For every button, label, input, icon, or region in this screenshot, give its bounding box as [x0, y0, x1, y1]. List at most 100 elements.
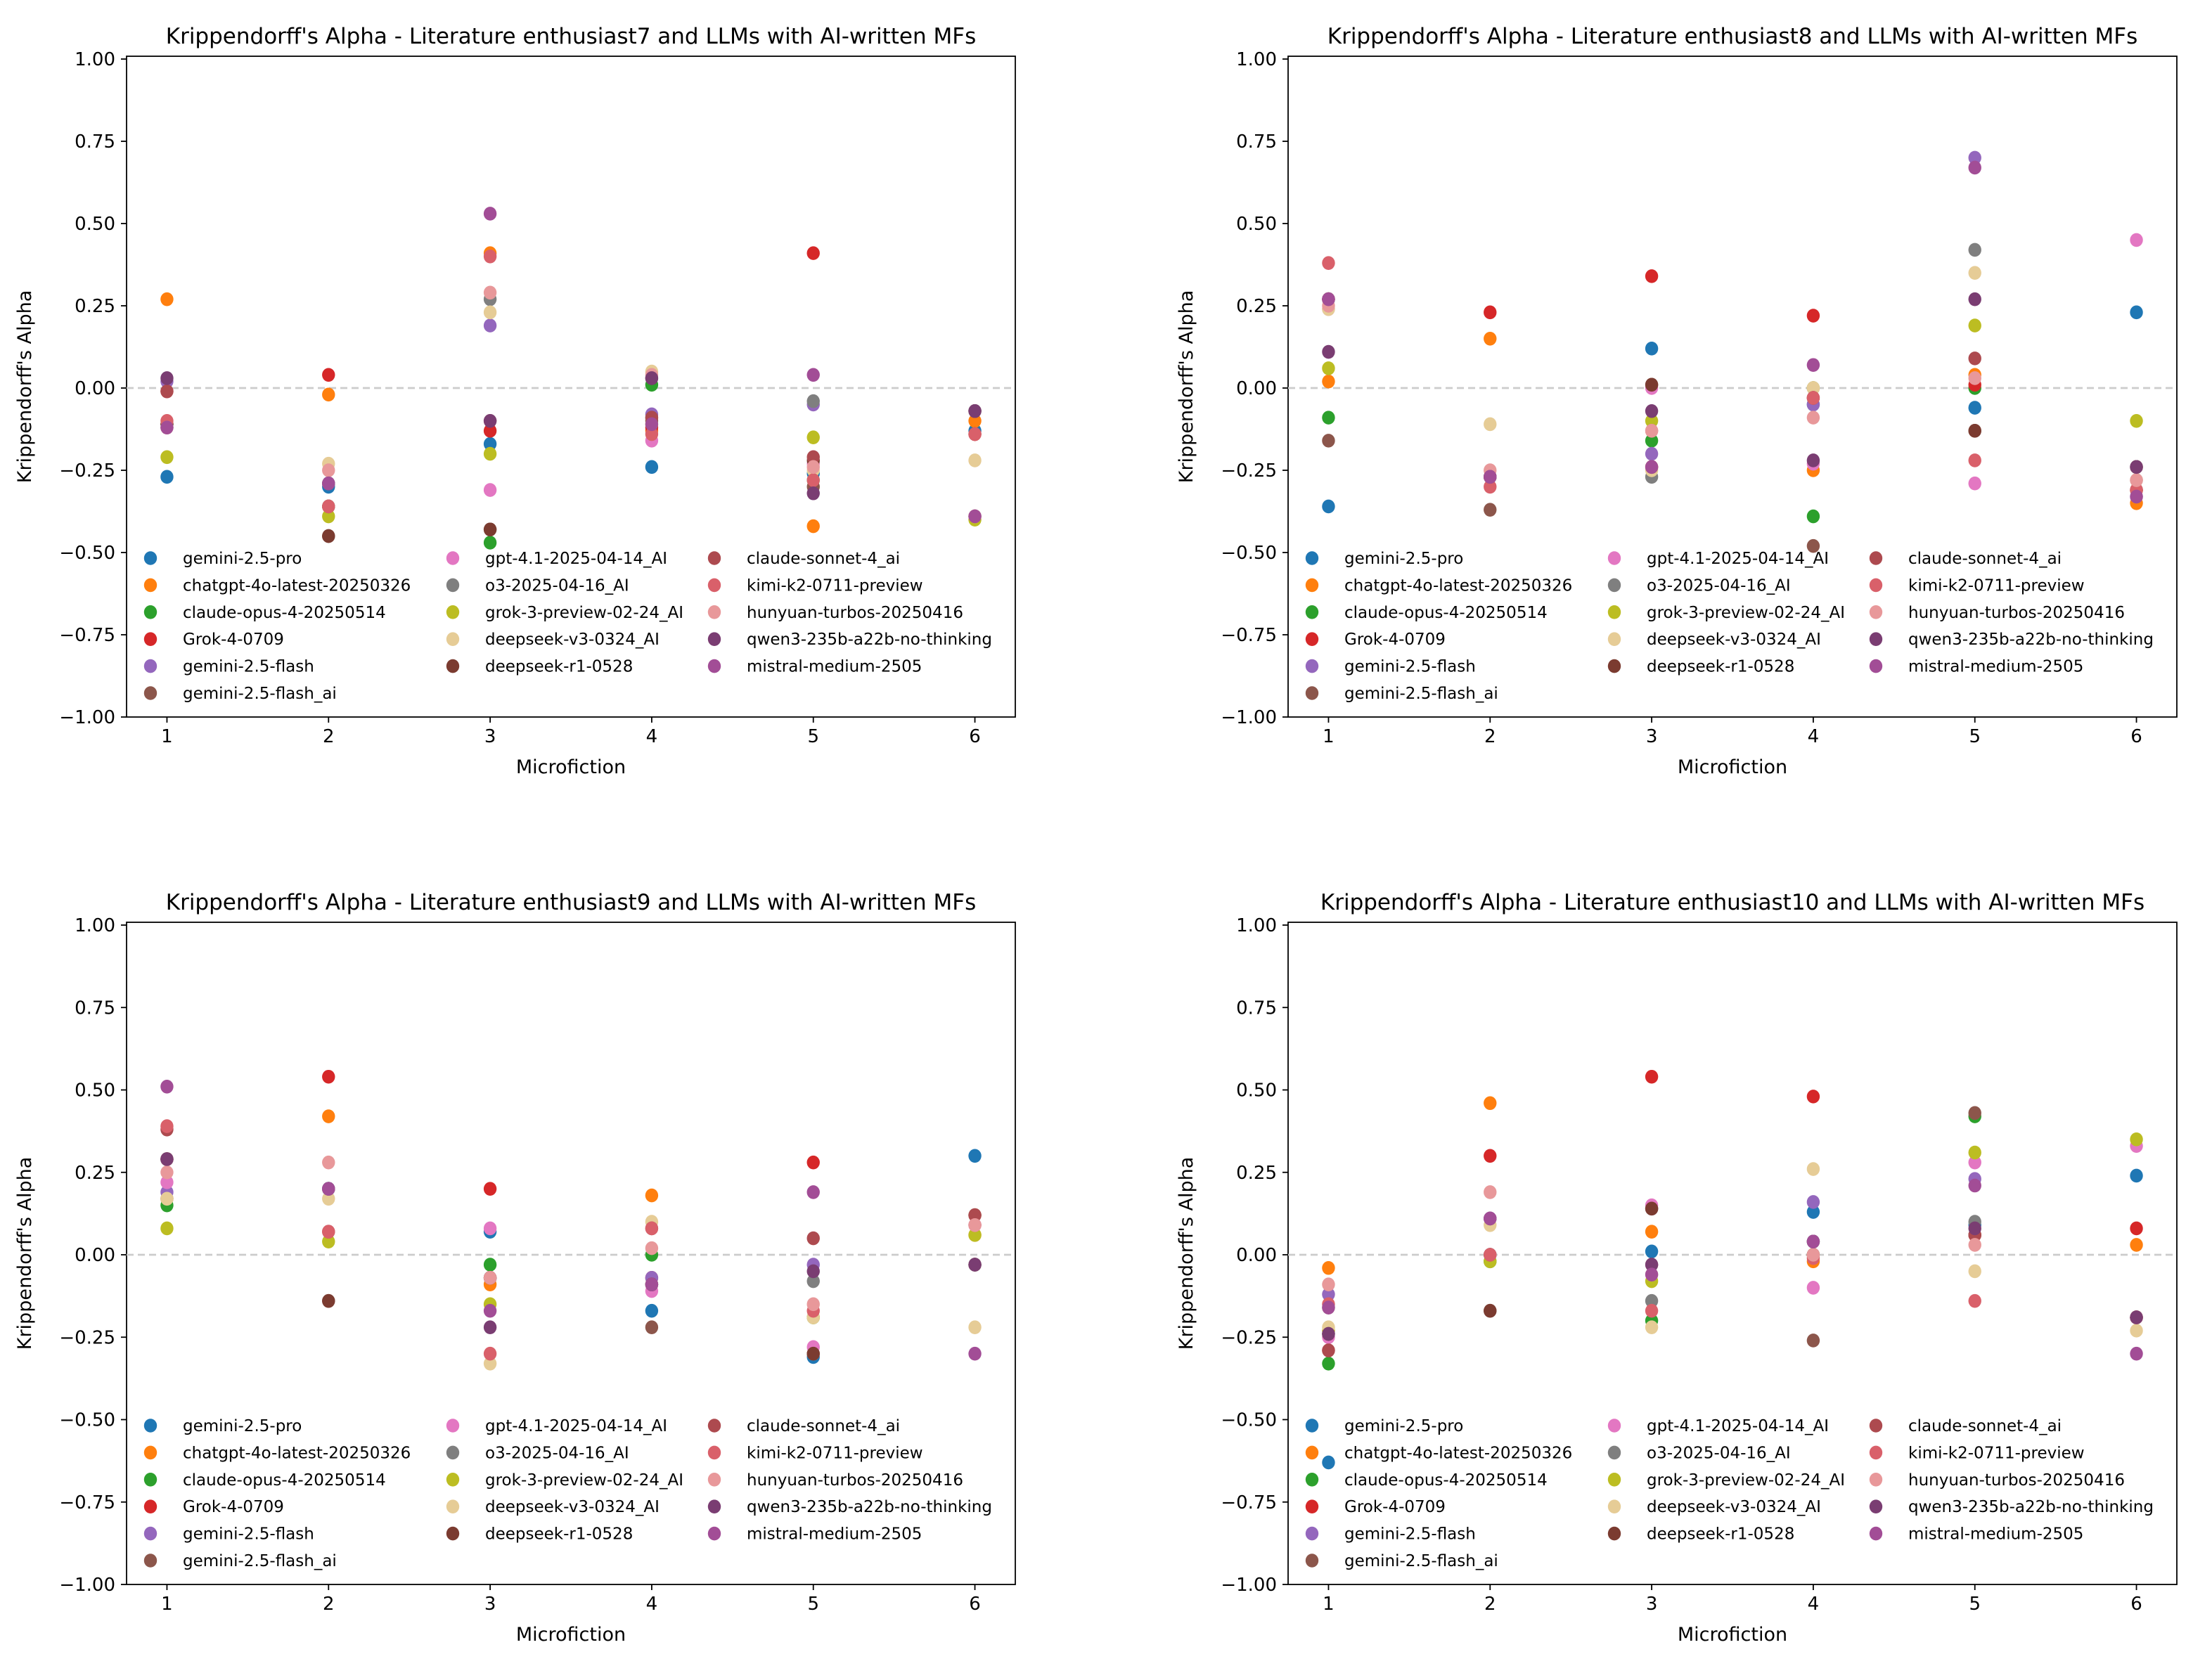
legend-marker-icon — [1869, 632, 1883, 646]
point-chatgpt-4o-latest-20250326-mf6 — [968, 414, 982, 428]
legend-marker-icon — [1869, 605, 1883, 619]
legend-label: chatgpt-4o-latest-20250326 — [1344, 1444, 1572, 1462]
legend-item: kimi-k2-0711-preview — [1869, 1444, 2085, 1462]
point-claude-opus-4-20250514-mf1 — [1322, 1356, 1335, 1371]
legend-label: mistral-medium-2505 — [1908, 1525, 2083, 1544]
x-axis-label: Microfiction — [516, 756, 626, 778]
legend-item: o3-2025-04-16_AI — [1607, 576, 1791, 595]
legend-item: chatgpt-4o-latest-20250326 — [143, 1444, 411, 1462]
x-tick-label: 3 — [1646, 726, 1658, 747]
x-tick-label: 2 — [323, 1594, 335, 1615]
point-mistral-medium-2505-mf5 — [1968, 1178, 1981, 1193]
legend-marker-icon — [1305, 1499, 1319, 1513]
legend-item: deepseek-v3-0324_AI — [1607, 1498, 1821, 1516]
legend-label: grok-3-preview-02-24_AI — [1647, 604, 1845, 622]
legend-marker-icon — [1869, 578, 1883, 593]
legend-label: o3-2025-04-16_AI — [485, 1444, 629, 1462]
point-deepseek-v3-0324-ai-mf3 — [483, 1356, 497, 1371]
legend-item: mistral-medium-2505 — [707, 1525, 922, 1544]
legend-marker-icon — [707, 1499, 721, 1513]
point-gemini-2-5-pro-mf3 — [1645, 342, 1659, 356]
point-qwen3-235b-a22b-no-thinking-mf5 — [806, 1264, 820, 1279]
legend-marker-icon — [1305, 578, 1319, 593]
point-claude-sonnet-4-ai-mf1 — [1322, 1343, 1335, 1357]
y-axis-label: Krippendorff's Alpha — [14, 1157, 36, 1350]
point-claude-sonnet-4-ai-mf5 — [1968, 351, 1981, 366]
point-gpt-4-1-2025-04-14-ai-mf1 — [160, 1175, 174, 1189]
legend-marker-icon — [1305, 1419, 1319, 1433]
point-qwen3-235b-a22b-no-thinking-mf6 — [2130, 460, 2143, 474]
point-deepseek-v3-0324-ai-mf4 — [1806, 381, 1820, 395]
legend-label: gemini-2.5-flash_ai — [1344, 1552, 1498, 1570]
point-o3-2025-04-16-ai-mf3 — [1645, 1293, 1659, 1308]
legend-label: o3-2025-04-16_AI — [1647, 576, 1791, 595]
point-claude-opus-4-20250514-mf3 — [483, 1258, 497, 1272]
point-hunyuan-turbos-20250416-mf4 — [645, 1241, 659, 1255]
legend-item: claude-sonnet-4_ai — [1869, 550, 2062, 568]
point-kimi-k2-0711-preview-mf3 — [483, 1346, 497, 1361]
y-tick-label: 1.00 — [1236, 915, 1277, 936]
legend-item: qwen3-235b-a22b-no-thinking — [1869, 1498, 2154, 1516]
point-chatgpt-4o-latest-20250326-mf2 — [1484, 332, 1497, 346]
legend-marker-icon — [707, 632, 721, 646]
legend-label: claude-opus-4-20250514 — [1344, 604, 1548, 622]
legend-item: grok-3-preview-02-24_AI — [446, 1471, 683, 1490]
data-points — [1322, 150, 2143, 553]
legend-marker-icon — [143, 1526, 157, 1541]
legend-label: qwen3-235b-a22b-no-thinking — [1908, 631, 2154, 649]
legend-item: deepseek-r1-0528 — [446, 658, 633, 676]
y-tick-label: −1.00 — [1221, 1575, 1277, 1596]
legend-marker-icon — [1305, 1554, 1319, 1568]
y-tick-label: −0.25 — [1221, 1327, 1277, 1348]
y-tick-label: −0.75 — [1221, 1492, 1277, 1513]
x-tick-label: 5 — [807, 1594, 819, 1615]
x-tick-label: 4 — [1808, 1594, 1820, 1615]
legend-marker-icon — [143, 1419, 157, 1433]
legend-marker-icon — [446, 632, 460, 646]
legend-item: gpt-4.1-2025-04-14_AI — [446, 550, 667, 568]
point-kimi-k2-0711-preview-mf2 — [1484, 1248, 1497, 1262]
y-tick-label: −0.25 — [1221, 460, 1277, 482]
legend-item: Grok-4-0709 — [1305, 631, 1446, 649]
legend-item: claude-opus-4-20250514 — [1305, 604, 1548, 622]
legend-label: grok-3-preview-02-24_AI — [485, 1471, 683, 1490]
point-grok-3-preview-02-24-ai-mf2 — [322, 509, 335, 524]
point-grok-4-0709-mf3 — [1645, 269, 1659, 283]
point-kimi-k2-0711-preview-mf2 — [322, 1225, 335, 1239]
legend-label: gemini-2.5-pro — [183, 1417, 302, 1435]
point-mistral-medium-2505-mf4 — [645, 1277, 659, 1292]
chart-title: Krippendorff's Alpha - Literature enthus… — [1327, 24, 2137, 49]
legend: gemini-2.5-pro chatgpt-4o-latest-20250326… — [1305, 550, 2154, 703]
legend-marker-icon — [1607, 1526, 1621, 1541]
point-gemini-2-5-pro-mf6 — [2130, 1168, 2143, 1183]
point-qwen3-235b-a22b-no-thinking-mf6 — [2130, 1310, 2143, 1324]
point-gemini-2-5-flash-ai-mf2 — [1484, 503, 1497, 517]
point-mistral-medium-2505-mf5 — [1968, 160, 1981, 175]
point-mistral-medium-2505-mf6 — [2130, 489, 2143, 504]
legend-label: chatgpt-4o-latest-20250326 — [183, 576, 411, 595]
legend-label: kimi-k2-0711-preview — [1908, 1444, 2085, 1462]
point-o3-2025-04-16-ai-mf5 — [1968, 243, 1981, 257]
point-gemini-2-5-flash-mf5 — [1968, 150, 1981, 165]
point-kimi-k2-0711-preview-mf2 — [1484, 479, 1497, 494]
legend-marker-icon — [707, 551, 721, 565]
point-hunyuan-turbos-20250416-mf5 — [1968, 1238, 1981, 1252]
point-qwen3-235b-a22b-no-thinking-mf4 — [645, 371, 659, 385]
legend-label: kimi-k2-0711-preview — [1908, 576, 2085, 595]
point-hunyuan-turbos-20250416-mf1 — [160, 1165, 174, 1180]
legend-marker-icon — [143, 1473, 157, 1487]
point-qwen3-235b-a22b-no-thinking-mf3 — [1645, 403, 1659, 418]
legend-marker-icon — [143, 551, 157, 565]
legend-label: hunyuan-turbos-20250416 — [747, 604, 963, 622]
point-claude-sonnet-4-ai-mf6 — [968, 1208, 982, 1222]
x-tick-label: 6 — [2130, 1594, 2142, 1615]
point-grok-4-0709-mf3 — [1645, 1069, 1659, 1084]
legend-label: deepseek-v3-0324_AI — [485, 631, 660, 649]
legend-item: gemini-2.5-flash — [1305, 1525, 1476, 1544]
legend-label: gpt-4.1-2025-04-14_AI — [1647, 550, 1829, 568]
point-grok-3-preview-02-24-ai-mf1 — [160, 450, 174, 465]
legend-item: gpt-4.1-2025-04-14_AI — [1607, 1417, 1829, 1435]
x-tick-label: 4 — [1808, 726, 1820, 747]
legend-item: deepseek-r1-0528 — [446, 1525, 633, 1544]
axes-frame — [1287, 56, 2178, 718]
